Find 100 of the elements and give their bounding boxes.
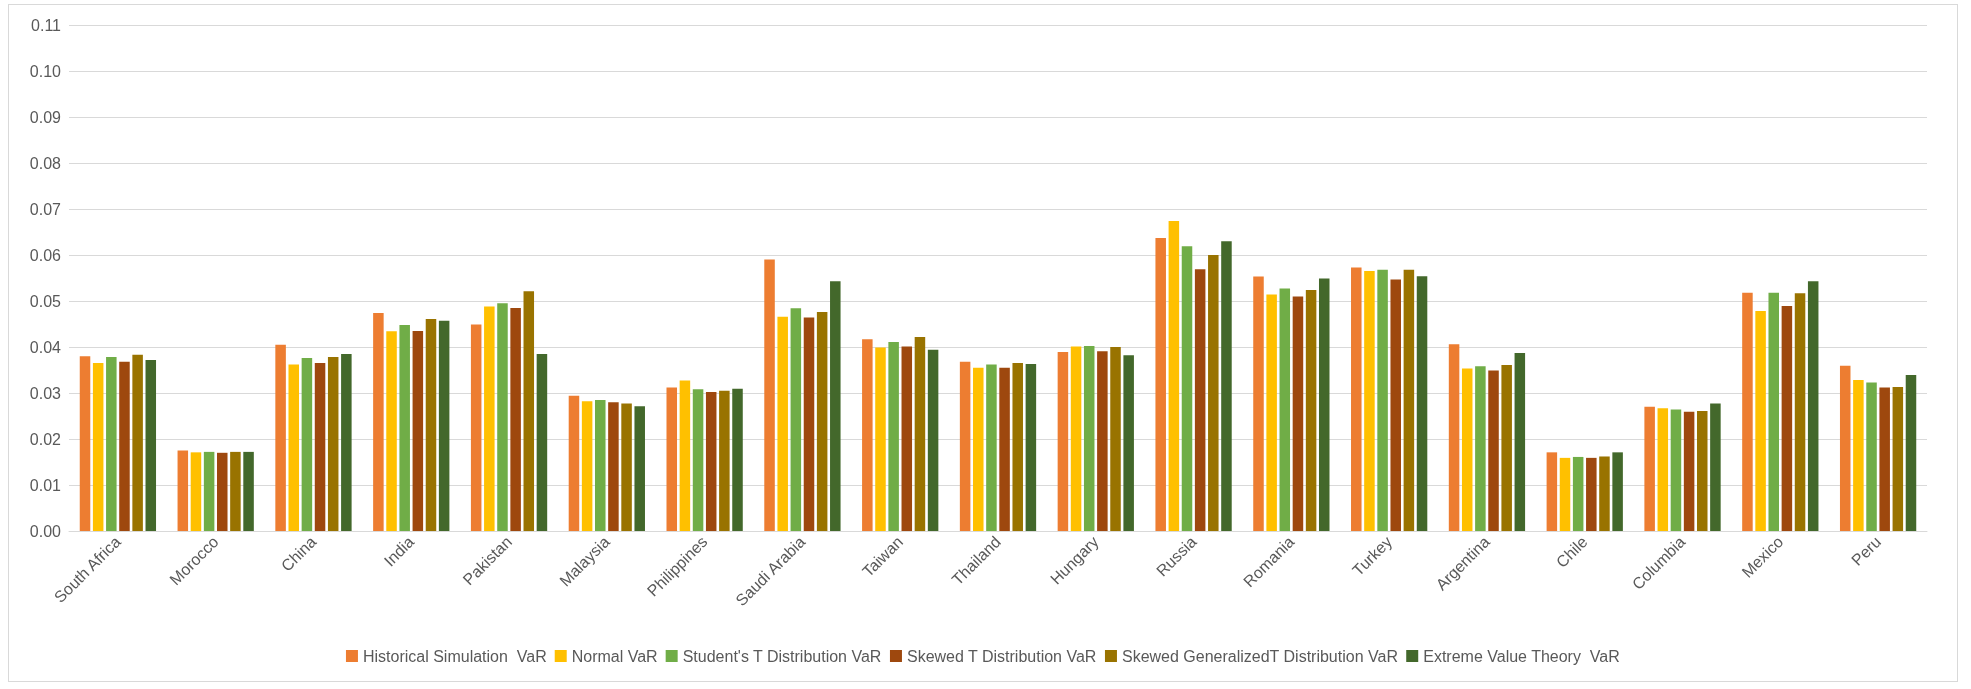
bar [1781,306,1793,531]
bar [145,359,157,531]
bar [1657,408,1669,531]
bar [1475,366,1486,531]
y-tick-label: 0.04 [29,338,62,356]
bar [666,387,678,531]
bar [568,395,580,531]
bar [1221,241,1232,531]
legend-label: Skewed T Distribution VaR [906,647,1097,665]
bar [1351,267,1362,531]
bar [1155,237,1166,531]
bar [1364,271,1375,531]
bar [79,356,91,531]
bar [536,353,548,531]
bar [901,346,913,531]
bar [1612,452,1623,531]
bar [119,361,130,531]
bar [764,259,775,531]
bar [1644,406,1655,531]
bar [217,452,228,531]
bar [595,399,606,531]
y-tick-label: 0.11 [31,16,62,34]
bar [1253,276,1264,531]
bar [1683,411,1695,531]
bar [1057,352,1069,531]
bar [470,324,482,531]
bar [412,330,424,531]
bar [497,303,508,531]
bar [1305,289,1317,531]
y-tick-label: 0.00 [29,522,62,540]
legend-label: Normal VaR [571,647,658,665]
bar [1110,347,1121,531]
bar [1501,364,1512,531]
bar [1181,246,1193,531]
bar [314,363,326,531]
bar [301,358,313,531]
bar [243,451,254,531]
bar [177,450,189,531]
bar [679,380,691,531]
bar [1070,346,1082,531]
y-tick-label: 0.03 [29,384,62,402]
bar [803,317,815,531]
y-tick-label: 0.06 [29,246,62,264]
bar [373,312,384,531]
bar [1794,293,1806,531]
legend-label: Student's T Distribution VaR [682,647,882,665]
bar [634,406,645,531]
bar [1696,410,1708,531]
y-tick-label: 0.05 [29,292,62,310]
bar [1670,409,1682,531]
bar [523,291,535,531]
bar [1403,269,1415,531]
bar [862,339,873,531]
bar [986,364,997,531]
bar [230,451,241,531]
bar [608,402,619,531]
bar [1546,452,1558,531]
bar [1853,380,1864,531]
bar [341,353,352,531]
bar [1710,403,1721,531]
bar [581,401,593,531]
y-tick-label: 0.08 [29,154,62,172]
bar [1559,457,1571,531]
bar [190,452,202,531]
bar [1879,387,1890,531]
legend-label: Skewed GeneralizedT Distribution VaR [1121,647,1398,665]
bar [132,354,143,531]
bar [790,308,802,531]
bar [1416,276,1428,531]
bar [1839,365,1851,531]
bar [1755,311,1766,531]
bar [1377,269,1388,531]
bar [425,318,437,531]
bar [1279,288,1291,531]
bar [438,320,450,531]
bar [1012,363,1023,531]
bar [1025,364,1037,531]
bar [1318,278,1330,531]
bar [1194,269,1206,531]
bar [327,357,339,531]
bar [1599,456,1610,531]
bar [999,367,1010,531]
y-tick-label: 0.01 [29,476,62,494]
bar [1168,220,1180,531]
legend-label: Extreme Value Theory VaR [1423,647,1620,665]
bar [705,392,717,531]
y-tick-label: 0.10 [29,62,62,80]
bar [973,367,984,531]
bar [386,331,397,531]
bar [777,316,788,531]
bar [106,357,117,531]
legend-label: Historical Simulation VaR [362,647,547,665]
bar [1266,294,1277,531]
bar [1866,382,1877,531]
bar [1448,344,1460,531]
bar [875,347,886,531]
bar [510,307,521,531]
bar [914,336,926,531]
bar [1572,456,1584,531]
bar [1586,457,1597,531]
